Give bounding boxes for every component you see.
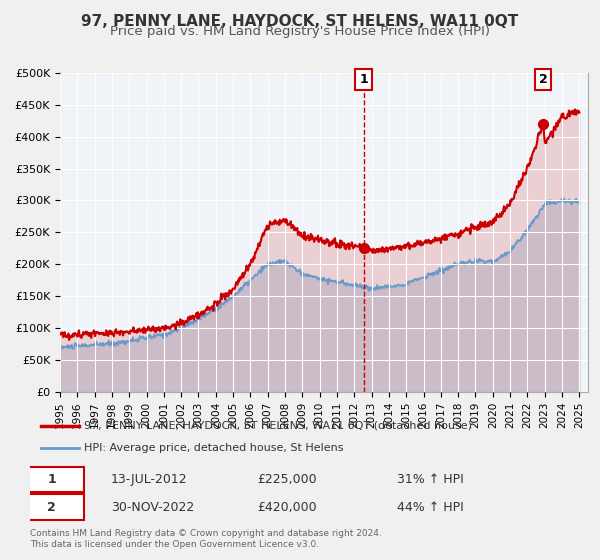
Text: 44% ↑ HPI: 44% ↑ HPI bbox=[397, 501, 464, 514]
Text: 31% ↑ HPI: 31% ↑ HPI bbox=[397, 473, 464, 486]
Text: Contains HM Land Registry data © Crown copyright and database right 2024.
This d: Contains HM Land Registry data © Crown c… bbox=[30, 529, 382, 549]
Point bbox=[538, 119, 548, 128]
Text: HPI: Average price, detached house, St Helens: HPI: Average price, detached house, St H… bbox=[84, 443, 343, 453]
Text: 97, PENNY LANE, HAYDOCK, ST HELENS, WA11 0QT (detached house): 97, PENNY LANE, HAYDOCK, ST HELENS, WA11… bbox=[84, 421, 472, 431]
Text: 13-JUL-2012: 13-JUL-2012 bbox=[111, 473, 188, 486]
Text: £225,000: £225,000 bbox=[257, 473, 316, 486]
Text: 30-NOV-2022: 30-NOV-2022 bbox=[111, 501, 194, 514]
Text: Price paid vs. HM Land Registry's House Price Index (HPI): Price paid vs. HM Land Registry's House … bbox=[110, 25, 490, 38]
FancyBboxPatch shape bbox=[19, 494, 84, 520]
Text: 1: 1 bbox=[47, 473, 56, 486]
Text: 2: 2 bbox=[47, 501, 56, 514]
Text: 97, PENNY LANE, HAYDOCK, ST HELENS, WA11 0QT: 97, PENNY LANE, HAYDOCK, ST HELENS, WA11… bbox=[82, 14, 518, 29]
Point bbox=[359, 244, 368, 253]
FancyBboxPatch shape bbox=[19, 466, 84, 492]
Text: 2: 2 bbox=[539, 73, 548, 86]
Text: 1: 1 bbox=[359, 73, 368, 86]
Text: £420,000: £420,000 bbox=[257, 501, 316, 514]
